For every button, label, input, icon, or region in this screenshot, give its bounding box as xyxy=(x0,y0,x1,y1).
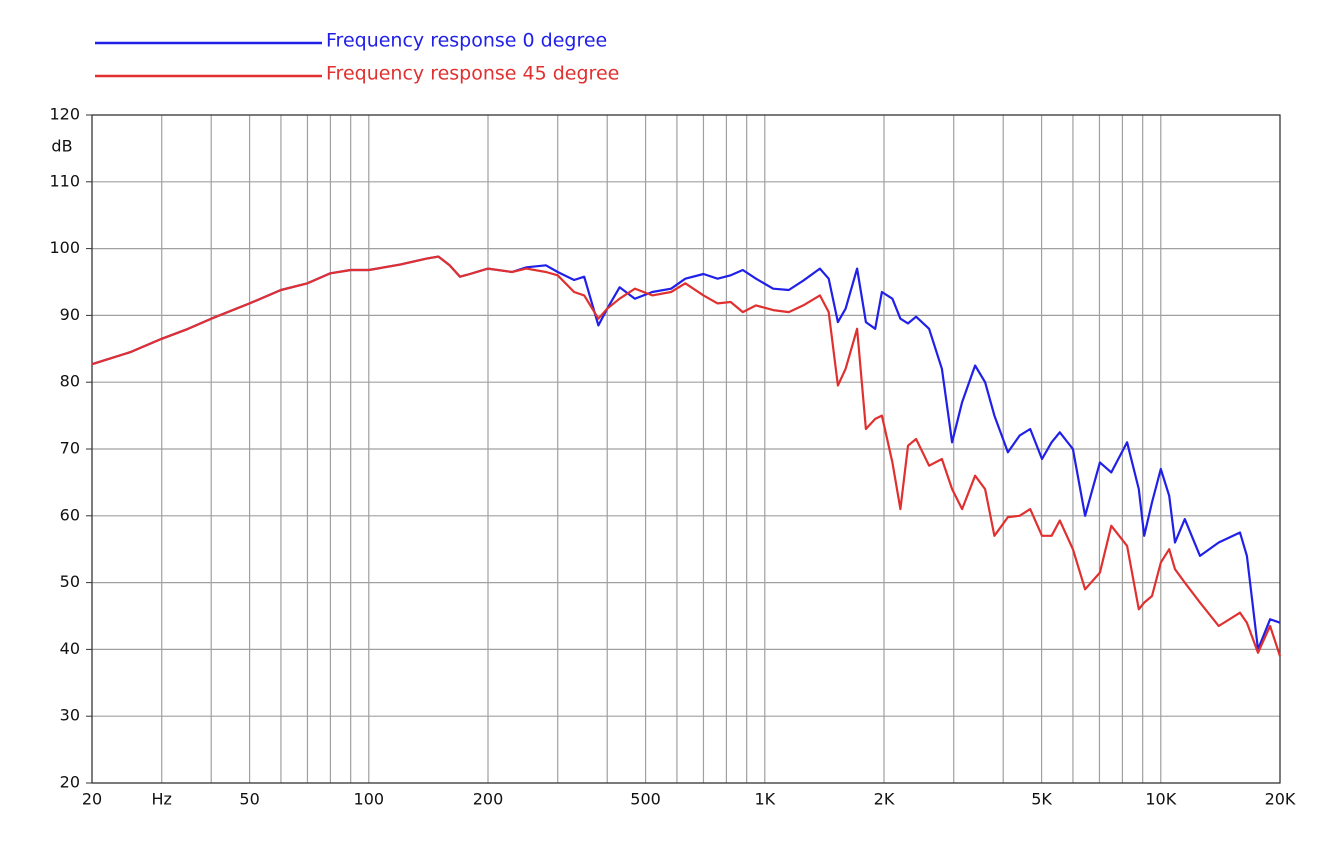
x-tick-label: 200 xyxy=(473,790,504,809)
x-tick-label: 50 xyxy=(239,790,259,809)
x-tick-label: 100 xyxy=(354,790,385,809)
y-axis-label: dB xyxy=(51,137,72,156)
x-tick-label: 20K xyxy=(1265,790,1296,809)
x-tick-label: 500 xyxy=(630,790,661,809)
y-tick-label: 20 xyxy=(60,773,80,792)
y-tick-label: 50 xyxy=(60,572,80,591)
x-tick-label: 2K xyxy=(874,790,895,809)
legend-label: Frequency response 45 degree xyxy=(326,63,619,85)
x-tick-label: 20 xyxy=(82,790,102,809)
y-tick-label: 100 xyxy=(49,238,80,257)
series-line xyxy=(91,255,1282,657)
y-tick-label: 60 xyxy=(60,505,80,524)
legend-label: Frequency response 0 degree xyxy=(326,30,607,52)
y-tick-label: 80 xyxy=(60,372,80,391)
x-tick-label: 5K xyxy=(1031,790,1052,809)
x-tick-label: Hz xyxy=(152,790,172,809)
y-tick-label: 120 xyxy=(49,105,80,124)
y-tick-label: 110 xyxy=(49,171,80,190)
y-tick-label: 70 xyxy=(60,439,80,458)
x-tick-label: 10K xyxy=(1145,790,1176,809)
y-tick-label: 40 xyxy=(60,639,80,658)
y-tick-label: 30 xyxy=(60,706,80,725)
x-tick-label: 1K xyxy=(754,790,775,809)
y-tick-label: 90 xyxy=(60,305,80,324)
